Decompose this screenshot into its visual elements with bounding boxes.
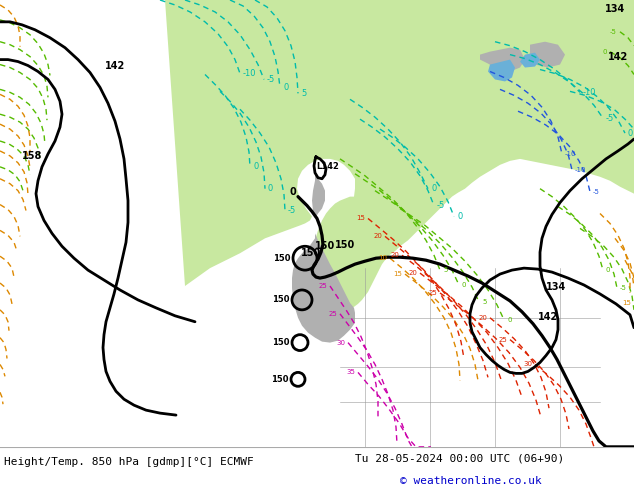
Text: 0: 0 [268, 184, 273, 193]
Text: 0: 0 [289, 187, 296, 196]
Text: 142: 142 [608, 51, 628, 62]
Text: 150: 150 [273, 254, 291, 263]
Text: Height/Temp. 850 hPa [gdmp][°C] ECMWF: Height/Temp. 850 hPa [gdmp][°C] ECMWF [4, 457, 254, 467]
Text: 10: 10 [378, 255, 387, 261]
Text: 15: 15 [393, 271, 402, 277]
Text: 25: 25 [428, 290, 437, 296]
Text: 0: 0 [431, 184, 436, 193]
Text: 5: 5 [443, 267, 448, 273]
Text: -5: -5 [620, 285, 627, 291]
Text: 150: 150 [273, 338, 290, 347]
Text: 0: 0 [462, 282, 467, 288]
Polygon shape [520, 52, 540, 68]
Text: 15: 15 [622, 300, 631, 306]
Text: © weatheronline.co.uk: © weatheronline.co.uk [400, 475, 541, 486]
Text: 5: 5 [301, 89, 306, 98]
Text: 134: 134 [605, 4, 625, 14]
Text: 0: 0 [507, 317, 512, 323]
Text: -5: -5 [267, 75, 275, 84]
Text: 142: 142 [105, 61, 126, 71]
Text: -5: -5 [606, 114, 614, 122]
Text: 0: 0 [253, 162, 258, 171]
Text: Tu 28-05-2024 00:00 UTC (06+90): Tu 28-05-2024 00:00 UTC (06+90) [355, 454, 564, 464]
Text: 134: 134 [546, 282, 566, 292]
Polygon shape [530, 42, 565, 68]
Text: 0: 0 [602, 49, 607, 55]
Text: 150: 150 [335, 240, 355, 250]
Polygon shape [480, 48, 525, 72]
Text: 35: 35 [346, 369, 355, 375]
Text: 5: 5 [482, 299, 486, 305]
Text: 0: 0 [606, 267, 611, 273]
Text: 20: 20 [478, 315, 487, 321]
Text: L142: L142 [316, 162, 339, 171]
Text: 15: 15 [356, 216, 365, 221]
Polygon shape [312, 174, 325, 219]
Text: 25: 25 [328, 311, 337, 317]
Text: 30: 30 [523, 362, 532, 368]
Text: -10: -10 [565, 151, 576, 157]
Text: -5: -5 [593, 189, 600, 195]
Text: 0: 0 [628, 128, 633, 138]
Text: -5: -5 [610, 29, 617, 35]
Text: -10: -10 [575, 167, 586, 173]
Text: -5: -5 [437, 201, 445, 210]
Text: 142: 142 [538, 312, 559, 322]
Text: 158: 158 [22, 151, 42, 161]
Text: -10: -10 [583, 88, 597, 97]
Text: 150: 150 [301, 248, 321, 258]
Text: 20: 20 [373, 233, 382, 239]
Polygon shape [488, 60, 515, 81]
Text: 0: 0 [457, 212, 462, 221]
Text: 20: 20 [390, 252, 399, 258]
Text: 0: 0 [283, 83, 288, 92]
Text: 30: 30 [336, 340, 345, 345]
Text: -10: -10 [243, 69, 257, 78]
Text: 150: 150 [314, 241, 335, 251]
Polygon shape [292, 233, 355, 343]
Text: 150: 150 [271, 375, 289, 384]
Text: 25: 25 [498, 337, 507, 343]
Text: 10: 10 [633, 290, 634, 296]
Text: 25: 25 [318, 283, 327, 289]
Text: -5: -5 [288, 206, 296, 215]
Text: 150: 150 [273, 295, 290, 304]
Polygon shape [165, 0, 634, 312]
Text: 20: 20 [408, 270, 417, 276]
